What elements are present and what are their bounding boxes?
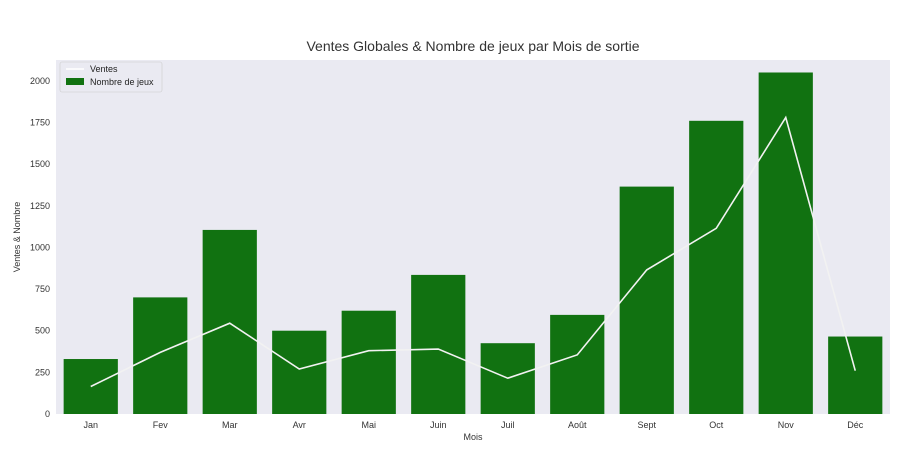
bar-juin: [411, 274, 466, 414]
y-tick-label: 1750: [30, 117, 50, 127]
y-tick-label: 0: [45, 409, 50, 419]
y-tick-label: 750: [35, 284, 50, 294]
bar-avr: [272, 330, 327, 414]
y-tick-label: 500: [35, 326, 50, 336]
x-axis: Jan Fev Mar Avr Mai Juin Juil Août Sept Oct Nov Déc: [83, 420, 863, 430]
y-tick-label: 1000: [30, 242, 50, 252]
sales-line: [90, 115, 857, 388]
y-tick-label: 2000: [30, 76, 50, 86]
bar-fev: [133, 297, 188, 414]
chart-title: Ventes Globales & Nombre de jeux par Moi…: [306, 38, 639, 54]
y-tick-label: 1500: [30, 159, 50, 169]
x-tick-label: Août: [568, 420, 587, 430]
x-tick-label: Oct: [709, 420, 724, 430]
x-tick-label: Juin: [430, 420, 447, 430]
legend-nombre-label: Nombre de jeux: [90, 77, 154, 87]
x-tick-label: Nov: [778, 420, 795, 430]
bar-mar: [202, 229, 257, 414]
bar-août: [550, 314, 605, 414]
y-tick-label: 1250: [30, 201, 50, 211]
x-tick-label: Sept: [637, 420, 656, 430]
bar-déc: [828, 336, 883, 414]
bar-oct: [689, 120, 744, 415]
x-tick-label: Mai: [361, 420, 376, 430]
legend-ventes-label: Ventes: [90, 64, 118, 74]
sales-line-group: [90, 115, 857, 388]
bar-nov: [758, 72, 813, 415]
y-axis: 0 250 500 750 1000 1250 1500 1750 2000: [30, 76, 50, 419]
bar-mai: [341, 310, 396, 414]
x-tick-label: Juil: [501, 420, 515, 430]
legend-box: [59, 61, 163, 93]
bar-sept: [619, 186, 674, 414]
x-tick-label: Déc: [847, 420, 864, 430]
x-tick-label: Avr: [293, 420, 306, 430]
bars-group: [63, 72, 883, 415]
x-tick-label: Jan: [83, 420, 98, 430]
legend-nombre-swatch: [66, 78, 84, 85]
legend: Ventes Nombre de jeux: [59, 61, 163, 93]
x-axis-label: Mois: [463, 432, 483, 442]
x-tick-label: Fev: [153, 420, 169, 430]
y-axis-label: Ventes & Nombre: [12, 202, 22, 273]
x-tick-label: Mar: [222, 420, 238, 430]
y-tick-label: 250: [35, 367, 50, 377]
plot-background: [56, 60, 890, 414]
